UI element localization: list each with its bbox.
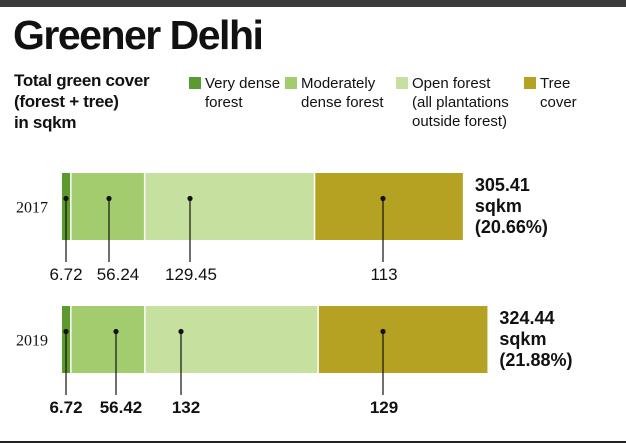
bar-segment-open-forest-all-plantations-outside-forest — [144, 173, 315, 240]
bar-segment-open-forest-all-plantations-outside-forest — [144, 306, 319, 373]
leader-dot — [63, 195, 69, 202]
total-value: 324.44 — [499, 308, 554, 328]
data-label: 56.42 — [100, 398, 143, 417]
total-percent: (21.88%) — [499, 350, 572, 370]
bar-segment-moderately-dense-forest — [70, 173, 145, 240]
chart-subtitle: Total green cover (forest + tree) in sqk… — [14, 71, 150, 132]
bar-segment-moderately-dense-forest — [70, 306, 145, 373]
total-unit: sqkm — [475, 196, 522, 216]
category-label: 2017 — [16, 200, 48, 217]
total-percent: (20.66%) — [475, 217, 548, 237]
legend-label: Very dense forest — [205, 75, 281, 111]
leader-dot — [63, 328, 69, 335]
leader-dot — [187, 195, 193, 202]
leader-dot — [380, 328, 386, 335]
legend-swatch — [285, 77, 297, 89]
data-label: 6.72 — [49, 398, 82, 417]
legend-label: Tree cover — [540, 75, 577, 111]
leader-dot — [106, 195, 112, 202]
legend-swatch — [524, 77, 536, 89]
legend-swatch — [189, 77, 201, 89]
legend-label: Open forest (all plantations outside for… — [412, 75, 509, 130]
data-label: 129.45 — [165, 265, 217, 284]
leader-dot — [113, 328, 119, 335]
total-unit: sqkm — [499, 329, 546, 349]
leader-dot — [178, 328, 184, 335]
data-label: 6.72 — [49, 265, 82, 284]
bottom-rule — [0, 441, 626, 443]
legend-label: Moderately dense forest — [301, 75, 384, 111]
legend-swatch — [396, 77, 408, 89]
bar-segment-tree-cover — [318, 306, 488, 373]
data-label: 113 — [370, 265, 397, 284]
category-label: 2019 — [16, 333, 48, 350]
data-label: 132 — [172, 398, 200, 417]
bar-segment-tree-cover — [314, 173, 463, 240]
top-rule — [0, 0, 626, 7]
total-value: 305.41 — [475, 175, 530, 195]
leader-dot — [380, 195, 386, 202]
data-label: 129 — [370, 398, 398, 417]
page-title: Greener Delhi — [13, 12, 264, 58]
data-label: 56.24 — [97, 265, 140, 284]
